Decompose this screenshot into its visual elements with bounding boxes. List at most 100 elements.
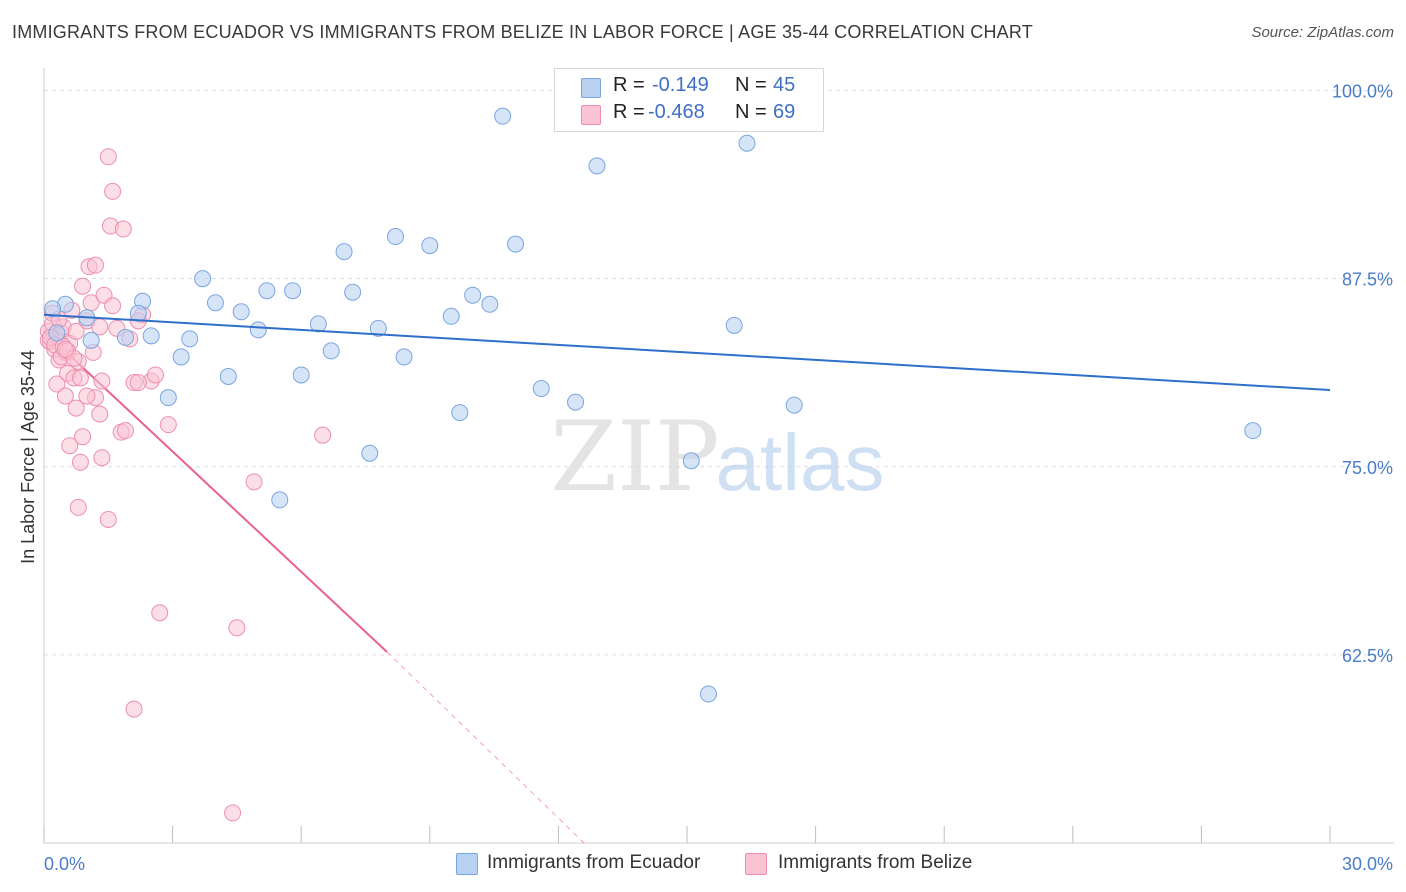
ecuador-point	[588, 157, 606, 175]
ecuador-point	[785, 396, 803, 414]
ecuador-point	[725, 316, 743, 334]
belize-point	[146, 366, 164, 384]
belize-point	[314, 426, 332, 444]
ecuador-point	[284, 282, 302, 300]
belize-point	[71, 453, 89, 471]
ecuador-point	[82, 331, 100, 349]
belize-point	[159, 416, 177, 434]
y-axis-label: In Labor Force | Age 35-44	[18, 350, 38, 564]
belize-swatch	[581, 105, 601, 125]
belize-point	[245, 473, 263, 491]
bottom-belize-swatch	[745, 853, 767, 875]
axes	[43, 68, 1394, 844]
belize-point	[86, 256, 104, 274]
belize-point	[48, 375, 66, 393]
belize-point	[104, 297, 122, 315]
belize-point	[99, 148, 117, 166]
belize-point	[71, 369, 89, 387]
y-tick-label: 62.5%	[1342, 646, 1393, 666]
chart-title: IMMIGRANTS FROM ECUADOR VS IMMIGRANTS FR…	[12, 22, 1033, 42]
points-ecuador	[44, 107, 1262, 703]
trendline-belize-extension	[386, 651, 585, 844]
belize-point	[91, 405, 109, 423]
bottom-belize-label: Immigrants from Belize	[778, 852, 973, 873]
x-tick-label: 30.0%	[1342, 854, 1393, 874]
ecuador-point	[159, 389, 177, 407]
belize-point	[69, 498, 87, 516]
belize-point	[93, 372, 111, 390]
ecuador-point	[1244, 422, 1262, 440]
ecuador-point	[232, 303, 250, 321]
belize-point	[228, 619, 246, 637]
trendline-ecuador	[43, 313, 1331, 392]
trend-belize	[43, 330, 585, 844]
y-tick-label: 87.5%	[1342, 270, 1393, 290]
ecuador-point	[387, 228, 405, 246]
belize-point	[151, 604, 169, 622]
ecuador-point	[142, 327, 160, 345]
watermark-atlas: atlas	[716, 418, 885, 507]
belize-point	[125, 700, 143, 718]
belize-point	[67, 322, 85, 340]
ecuador-point	[464, 286, 482, 304]
ecuador-point	[322, 342, 340, 360]
grid-lines	[44, 90, 1394, 656]
ecuador-point	[344, 283, 362, 301]
ecuador-point	[507, 235, 525, 253]
ecuador-point	[271, 491, 289, 509]
ecuador-point	[481, 295, 499, 313]
bottom-ecuador-label: Immigrants from Ecuador	[487, 852, 701, 873]
trend-ecuador	[43, 313, 1331, 392]
belize-r-label: R =	[613, 101, 645, 123]
ecuador-point	[181, 330, 199, 348]
ecuador-point	[451, 404, 469, 422]
ecuador-point	[567, 393, 585, 411]
belize-point	[224, 804, 242, 822]
tick-labels: 62.5% 75.0% 87.5% 100.0% 0.0% 30.0%	[44, 82, 1393, 874]
ecuador-point	[494, 107, 512, 125]
ecuador-point	[249, 321, 267, 339]
bottom-ecuador-swatch	[456, 853, 478, 875]
ecuador-point	[116, 328, 134, 346]
belize-point	[61, 437, 79, 455]
ecuador-point	[421, 237, 439, 255]
ecuador-point	[172, 348, 190, 366]
ecuador-point	[395, 348, 413, 366]
ecuador-r-label: R =	[613, 74, 645, 96]
watermark: ZIP atlas	[550, 401, 884, 513]
ecuador-r-value: -0.149	[652, 74, 709, 96]
ecuador-point	[738, 134, 756, 152]
belize-point	[114, 220, 132, 238]
ecuador-point	[361, 444, 379, 462]
ecuador-point	[442, 307, 460, 325]
belize-point	[56, 387, 74, 405]
ecuador-point	[292, 366, 310, 384]
ecuador-swatch	[581, 78, 601, 98]
belize-point	[74, 428, 92, 446]
ecuador-point	[258, 282, 276, 300]
belize-point	[67, 399, 85, 417]
stats-legend: R = -0.149 N = 45 R = -0.468 N = 69	[554, 68, 824, 132]
belize-point	[116, 422, 134, 440]
ecuador-point	[335, 243, 353, 261]
ecuador-point	[369, 319, 387, 337]
ecuador-point	[206, 294, 224, 312]
belize-r-value: -0.468	[648, 101, 705, 123]
belize-point	[78, 387, 96, 405]
y-tick-label: 75.0%	[1342, 458, 1393, 478]
y-tick-label: 100.0%	[1332, 82, 1393, 102]
ecuador-point	[44, 300, 62, 318]
ecuador-point	[48, 324, 66, 342]
belize-point	[93, 449, 111, 467]
belize-n-value: 69	[773, 101, 796, 123]
source-credit: Source: ZipAtlas.com	[1251, 24, 1394, 41]
ecuador-point	[309, 315, 327, 333]
ecuador-point	[682, 452, 700, 470]
ecuador-point	[194, 270, 212, 288]
ecuador-n-value: 45	[773, 74, 796, 96]
belize-point	[99, 510, 117, 528]
ecuador-point	[699, 685, 717, 703]
belize-point	[74, 277, 92, 295]
ecuador-point	[219, 367, 237, 385]
